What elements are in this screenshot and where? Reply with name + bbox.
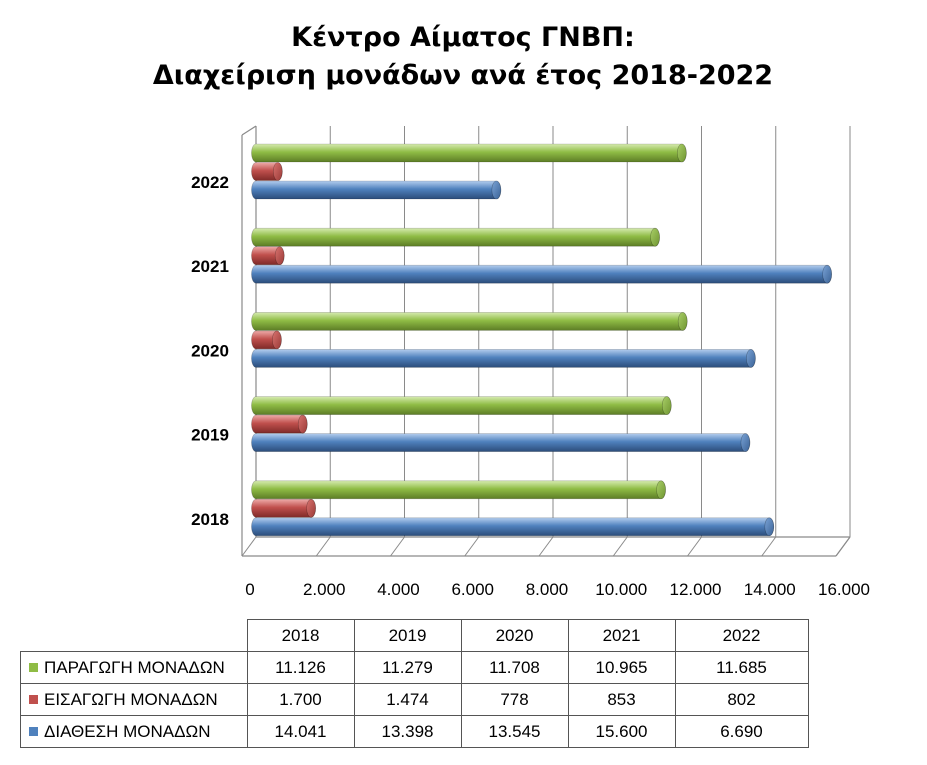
category-label: 2020 xyxy=(191,341,229,360)
legend-label: ΕΙΣΑΓΩΓΗ ΜΟΝΑΔΩΝ xyxy=(44,689,218,709)
table-cell: 11.279 xyxy=(353,651,462,684)
table-header-cell: 2022 xyxy=(674,619,809,652)
table-header-cell: 2019 xyxy=(353,619,462,652)
table-cell: 6.690 xyxy=(674,715,809,748)
table-cell: 15.600 xyxy=(567,715,676,748)
table-cell: 802 xyxy=(674,683,809,716)
gridline-floor xyxy=(835,536,851,557)
table-cell: 13.398 xyxy=(353,715,462,748)
table-row: ΔΙΑΘΕΣΗ ΜΟΝΑΔΩΝ 14.041 13.398 13.545 15.600 6… xyxy=(20,715,809,748)
table-cell: 14.041 xyxy=(246,715,355,748)
table-cell: 11.685 xyxy=(674,651,809,684)
table-header-cell: 2018 xyxy=(246,619,355,652)
bar xyxy=(251,162,283,181)
table-cell: 11.126 xyxy=(246,651,355,684)
gridline-floor xyxy=(241,536,257,557)
table-row: ΕΙΣΑΓΩΓΗ ΜΟΝΑΔΩΝ 1.700 1.474 778 853 802 xyxy=(20,683,809,716)
table-header-cell: 2021 xyxy=(567,619,676,652)
table-cell: 13.545 xyxy=(460,715,569,748)
category-labels: 2018 2019 2020 2021 2022 xyxy=(191,173,229,529)
x-tick-label: 8.000 xyxy=(526,580,569,599)
bar-series xyxy=(251,143,832,537)
x-tick-label: 4.000 xyxy=(377,580,420,599)
legend-label: ΠΑΡΑΓΩΓΗ ΜΟΝΑΔΩΝ xyxy=(44,657,225,677)
data-table: 2018 2019 2020 2021 2022 ΠΑΡΑΓΩΓΗ ΜΟΝΑΔΩΝ 11.1… xyxy=(20,619,809,748)
x-tick-label: 2.000 xyxy=(303,580,346,599)
bar xyxy=(251,498,316,518)
x-tick-label: 14.000 xyxy=(744,580,796,599)
gridline-floor xyxy=(761,536,777,557)
gridline-floor xyxy=(390,536,405,557)
gridline-floor xyxy=(687,536,702,557)
gridline-floor xyxy=(464,536,480,557)
table-cell: 1.700 xyxy=(246,683,355,716)
table-cell: 778 xyxy=(460,683,569,716)
x-tick-label: 6.000 xyxy=(451,580,494,599)
legend-label: ΔΙΑΘΕΣΗ ΜΟΝΑΔΩΝ xyxy=(44,721,211,741)
bar xyxy=(251,480,666,500)
legend-entry: ΠΑΡΑΓΩΓΗ ΜΟΝΑΔΩΝ xyxy=(20,651,248,684)
table-cell: 11.708 xyxy=(460,651,569,684)
category-label: 2021 xyxy=(191,257,229,276)
gridline-floor xyxy=(538,536,554,557)
x-axis-tick-labels: 0 2.000 4.000 6.000 8.000 10.000 12.000 14.000 1… xyxy=(245,580,870,599)
bar xyxy=(251,143,687,163)
bar xyxy=(251,396,672,415)
chart-title-line: Διαχείριση μονάδων ανά έτος 2018-2022 xyxy=(153,60,773,91)
legend-key-icon xyxy=(29,662,38,672)
table-cell: 1.474 xyxy=(353,683,462,716)
category-label: 2018 xyxy=(191,510,229,529)
legend-key-icon xyxy=(29,694,38,704)
gridline-floor xyxy=(315,536,331,557)
bar xyxy=(251,330,282,350)
bar xyxy=(251,227,660,247)
table-header-row: 2018 2019 2020 2021 2022 xyxy=(20,619,809,652)
chart-title-line: Κέντρο Αίματος ΓΝΒΠ: xyxy=(291,22,635,53)
bar xyxy=(251,180,502,200)
table-header-cell: 2020 xyxy=(460,619,569,652)
bar xyxy=(251,246,285,265)
legend-entry: ΕΙΣΑΓΩΓΗ ΜΟΝΑΔΩΝ xyxy=(20,683,248,716)
legend-key-icon xyxy=(29,726,38,736)
table-cell: 853 xyxy=(567,683,676,716)
bar xyxy=(251,433,751,452)
bar xyxy=(251,349,756,368)
bar xyxy=(251,414,308,434)
table-cell: 10.965 xyxy=(567,651,676,684)
gridline-floor xyxy=(612,536,628,557)
table-row: ΠΑΡΑΓΩΓΗ ΜΟΝΑΔΩΝ 11.126 11.279 11.708 10.965… xyxy=(20,651,809,684)
chart-plot: Κέντρο Αίματος ΓΝΒΠ: Διαχείριση μονάδων α… xyxy=(153,22,870,599)
bar xyxy=(251,517,775,537)
bar xyxy=(251,264,832,284)
bar xyxy=(251,312,688,331)
category-label: 2019 xyxy=(191,426,229,445)
chart-title: Κέντρο Αίματος ΓΝΒΠ: Διαχείριση μονάδων α… xyxy=(153,22,773,91)
legend-entry: ΔΙΑΘΕΣΗ ΜΟΝΑΔΩΝ xyxy=(20,715,248,748)
category-label: 2022 xyxy=(191,173,229,192)
table-corner xyxy=(20,619,248,652)
wall-top-edge xyxy=(241,125,257,136)
x-tick-label: 12.000 xyxy=(670,580,722,599)
x-tick-label: 16.000 xyxy=(818,580,870,599)
x-tick-label: 0 xyxy=(245,580,254,599)
x-tick-label: 10.000 xyxy=(595,580,647,599)
